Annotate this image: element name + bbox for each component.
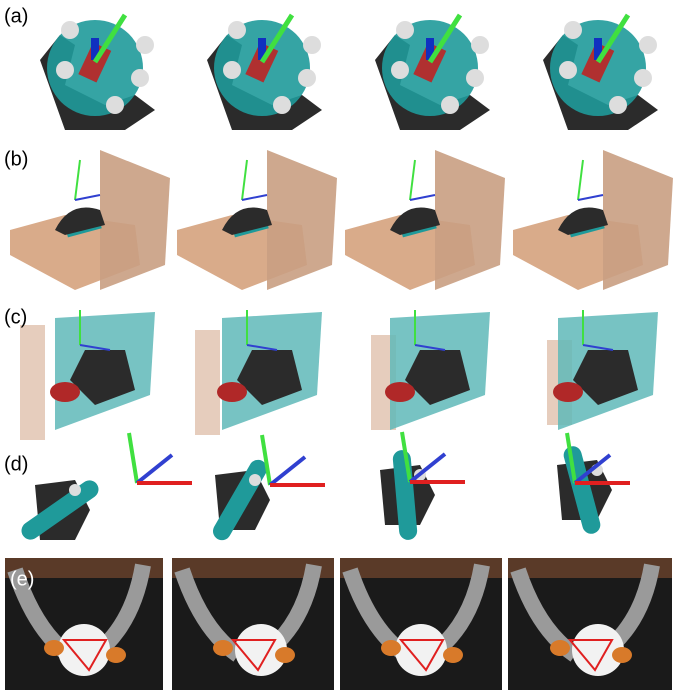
photo-floor bbox=[172, 558, 334, 578]
handle bbox=[385, 382, 415, 402]
axis-z bbox=[268, 455, 307, 487]
axis-y bbox=[427, 13, 463, 64]
axis-z bbox=[135, 453, 174, 485]
post bbox=[20, 325, 45, 440]
handle bbox=[217, 382, 247, 402]
fingertip bbox=[471, 36, 489, 54]
gripper bbox=[550, 640, 570, 656]
axis-z bbox=[577, 194, 604, 201]
fingertip bbox=[69, 484, 81, 496]
fingertip bbox=[223, 61, 241, 79]
fingertip bbox=[441, 96, 459, 114]
axis-z bbox=[74, 194, 101, 201]
axis-y bbox=[400, 431, 412, 483]
axis-z bbox=[582, 344, 614, 351]
axis-y bbox=[260, 434, 272, 486]
gripper bbox=[381, 640, 401, 656]
tape bbox=[61, 639, 108, 672]
wall bbox=[100, 150, 170, 290]
ball bbox=[58, 624, 110, 676]
hand bbox=[558, 207, 608, 235]
photo-floor bbox=[5, 558, 163, 578]
panel-label: (a) bbox=[4, 5, 28, 27]
axis-y bbox=[74, 159, 81, 201]
fingertip bbox=[396, 21, 414, 39]
axis-z bbox=[258, 38, 266, 60]
renders bbox=[5, 13, 673, 690]
axis-z bbox=[594, 38, 602, 60]
fingertip bbox=[564, 21, 582, 39]
gripper bbox=[443, 647, 463, 663]
axis-z bbox=[241, 194, 268, 201]
axis-y bbox=[409, 159, 416, 201]
axis-z bbox=[79, 344, 111, 351]
panel-label: (d) bbox=[4, 453, 28, 475]
axis-y bbox=[92, 13, 128, 64]
handle bbox=[50, 382, 80, 402]
tape bbox=[567, 639, 614, 672]
fingertip bbox=[106, 96, 124, 114]
cylinder bbox=[21, 480, 99, 540]
fingertip bbox=[559, 61, 577, 79]
axis-y bbox=[577, 159, 584, 201]
fingertip bbox=[303, 36, 321, 54]
hand bbox=[55, 207, 105, 235]
panel-label: (c) bbox=[4, 306, 27, 328]
cylinder bbox=[392, 450, 418, 540]
axis-y bbox=[241, 159, 248, 201]
gripper bbox=[275, 647, 295, 663]
panel-label: (b) bbox=[4, 148, 28, 170]
gripper bbox=[44, 640, 64, 656]
ball bbox=[395, 624, 447, 676]
axis-y bbox=[565, 432, 577, 484]
fingertip bbox=[249, 474, 261, 486]
post bbox=[195, 330, 220, 435]
fingertip bbox=[56, 61, 74, 79]
axis-z bbox=[91, 38, 99, 60]
fingertip bbox=[61, 21, 79, 39]
hand bbox=[405, 350, 470, 405]
fingertip bbox=[298, 69, 316, 87]
axis-y bbox=[595, 13, 631, 64]
fingertip bbox=[466, 69, 484, 87]
axis-z bbox=[246, 344, 278, 351]
ball bbox=[235, 624, 287, 676]
photo-floor bbox=[508, 558, 672, 578]
fingertip bbox=[634, 69, 652, 87]
photo-floor bbox=[340, 558, 502, 578]
axis-z bbox=[409, 194, 436, 201]
hand bbox=[573, 350, 638, 405]
hand bbox=[222, 207, 272, 235]
gripper bbox=[612, 647, 632, 663]
fingertip bbox=[609, 96, 627, 114]
panel-label: (e) bbox=[10, 568, 34, 590]
fingertip bbox=[228, 21, 246, 39]
axis-z bbox=[414, 344, 446, 351]
wall bbox=[603, 150, 673, 290]
handle bbox=[553, 382, 583, 402]
axis-z bbox=[426, 38, 434, 60]
tape bbox=[230, 639, 277, 672]
axis-y bbox=[127, 432, 139, 484]
gripper bbox=[106, 647, 126, 663]
fingertip bbox=[131, 69, 149, 87]
fingertip bbox=[391, 61, 409, 79]
fingertip bbox=[639, 36, 657, 54]
axis-z bbox=[408, 452, 447, 484]
axis-z bbox=[573, 453, 612, 485]
axis-y bbox=[259, 13, 295, 64]
hand bbox=[237, 350, 302, 405]
wall bbox=[435, 150, 505, 290]
hand bbox=[70, 350, 135, 405]
tape bbox=[398, 639, 445, 672]
ball bbox=[572, 624, 624, 676]
gripper bbox=[213, 640, 233, 656]
hand bbox=[390, 207, 440, 235]
wall bbox=[267, 150, 337, 290]
fingertip bbox=[136, 36, 154, 54]
fingertip bbox=[273, 96, 291, 114]
